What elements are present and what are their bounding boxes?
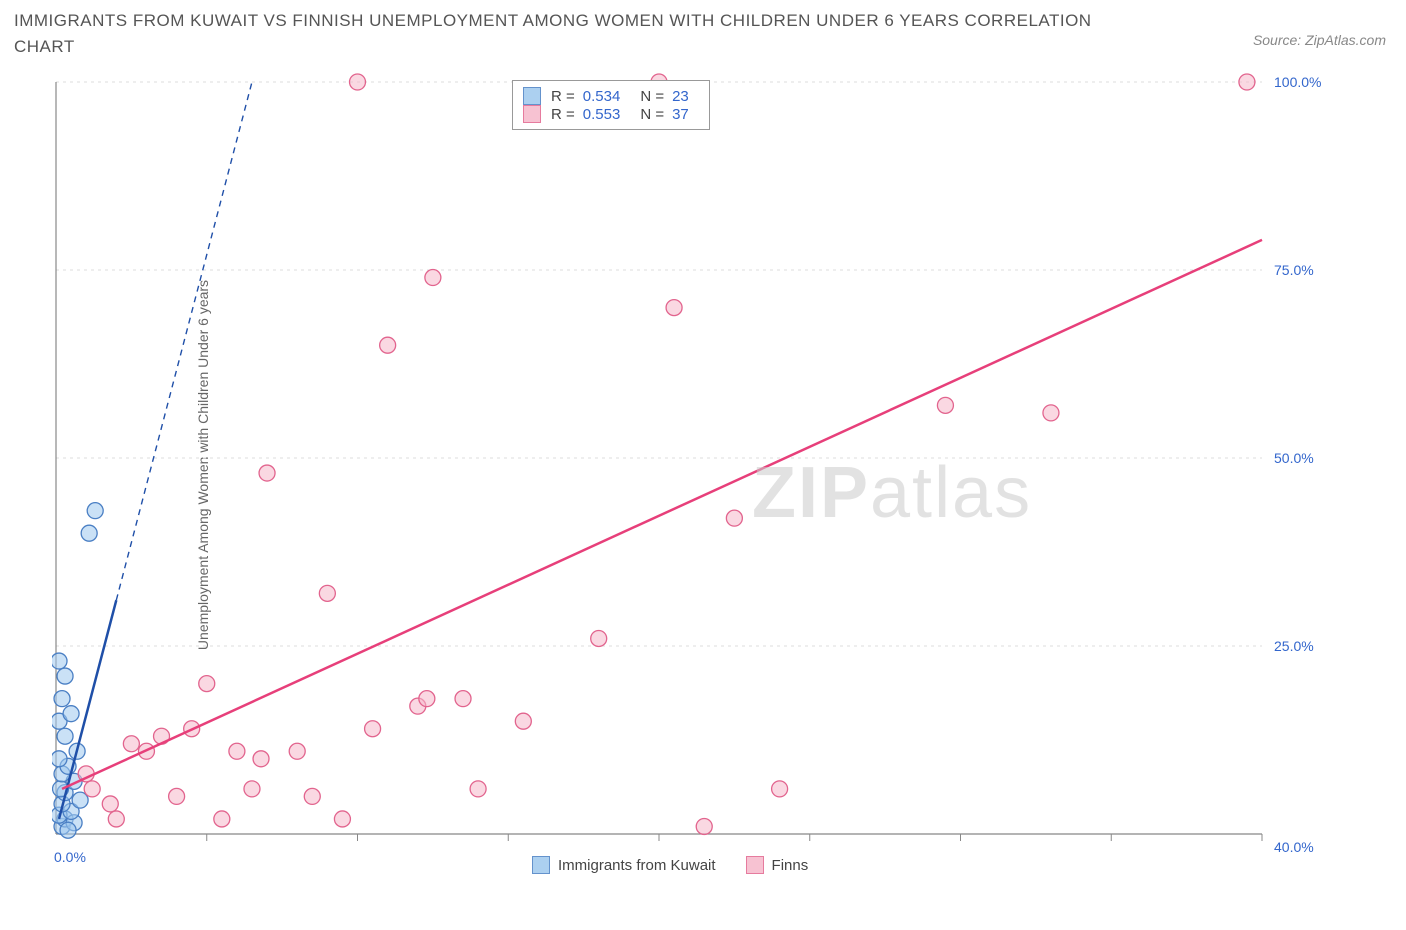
legend-label: Finns (772, 857, 809, 874)
legend-swatch (746, 856, 764, 874)
stats-legend-box: R = 0.534 N = 23 R = 0.553 N = 37 (512, 80, 710, 130)
stats-row: R = 0.534 N = 23 (523, 87, 699, 105)
svg-text:75.0%: 75.0% (1274, 262, 1314, 278)
legend-item: Finns (746, 856, 809, 874)
series-swatch (523, 87, 541, 105)
stat-r-value: 0.553 (583, 106, 621, 123)
legend-swatch (532, 856, 550, 874)
scatter-plot: 25.0% 50.0% 75.0% 100.0% 0.0% 40.0% (52, 72, 1332, 872)
svg-text:0.0%: 0.0% (54, 849, 86, 865)
stat-r-label: R = (551, 106, 575, 123)
stat-r-label: R = (551, 88, 575, 105)
source-attribution: Source: ZipAtlas.com (1253, 32, 1386, 48)
stat-n-label: N = (640, 88, 664, 105)
stat-n-value: 37 (672, 106, 689, 123)
series-swatch (523, 105, 541, 123)
stat-r-value: 0.534 (583, 88, 621, 105)
chart-title: IMMIGRANTS FROM KUWAIT VS FINNISH UNEMPL… (14, 8, 1114, 59)
svg-text:50.0%: 50.0% (1274, 450, 1314, 466)
stats-row: R = 0.553 N = 37 (523, 105, 699, 123)
stat-n-value: 23 (672, 88, 689, 105)
chart-area: 25.0%50.0%75.0%100.0%0.0%40.0% ZIPatlas … (52, 72, 1332, 872)
svg-text:25.0%: 25.0% (1274, 638, 1314, 654)
stat-n-label: N = (640, 106, 664, 123)
legend-label: Immigrants from Kuwait (558, 857, 716, 874)
legend-bottom: Immigrants from Kuwait Finns (532, 856, 808, 874)
svg-text:100.0%: 100.0% (1274, 74, 1321, 90)
legend-item: Immigrants from Kuwait (532, 856, 716, 874)
svg-text:40.0%: 40.0% (1274, 839, 1314, 855)
